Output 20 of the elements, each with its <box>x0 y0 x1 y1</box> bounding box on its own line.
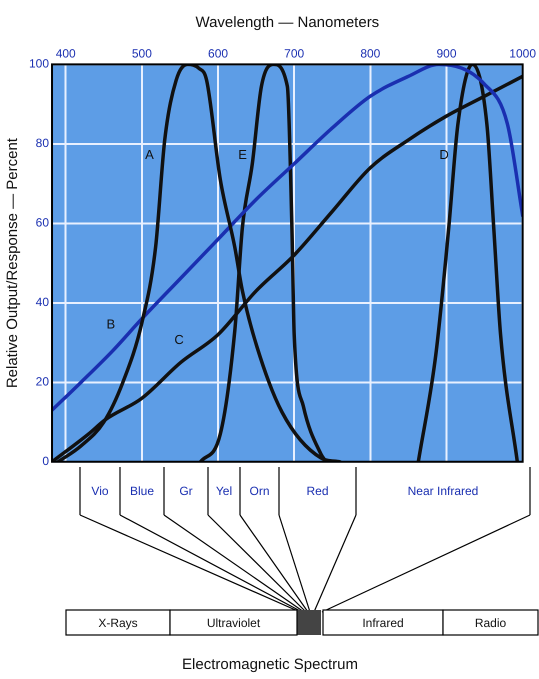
x-tick-label: 600 <box>208 46 228 61</box>
spectrum-diagram: Vio Blue Gr Yel Orn Red Near Infrared X-Rays Ultraviolet Infrared Radio Electromagnetic Spectrum <box>0 467 539 679</box>
x-tick-label: 400 <box>56 46 76 61</box>
series-label: C <box>174 332 184 348</box>
x-tick-label: 700 <box>284 46 305 61</box>
y-tick-label: 60 <box>36 216 50 230</box>
x-tick-label: 1000 <box>509 46 536 61</box>
y-tick-label: 20 <box>36 374 50 389</box>
x-tick-label: 800 <box>360 46 381 61</box>
x-axis-title: Wavelength — Nanometers <box>195 14 380 32</box>
series-label: B <box>106 316 116 332</box>
y-tick-label: 100 <box>28 56 50 71</box>
y-axis-title: Relative Output/Response — Percent <box>4 137 22 388</box>
y-tick-label: 0 <box>42 454 50 468</box>
series-label: A <box>145 146 154 162</box>
x-tick-label: 900 <box>436 46 457 61</box>
y-tick-label: 40 <box>36 295 50 310</box>
y-tick-label: 80 <box>36 136 50 150</box>
x-tick-label: 500 <box>132 46 152 61</box>
series-label: E <box>238 146 248 162</box>
